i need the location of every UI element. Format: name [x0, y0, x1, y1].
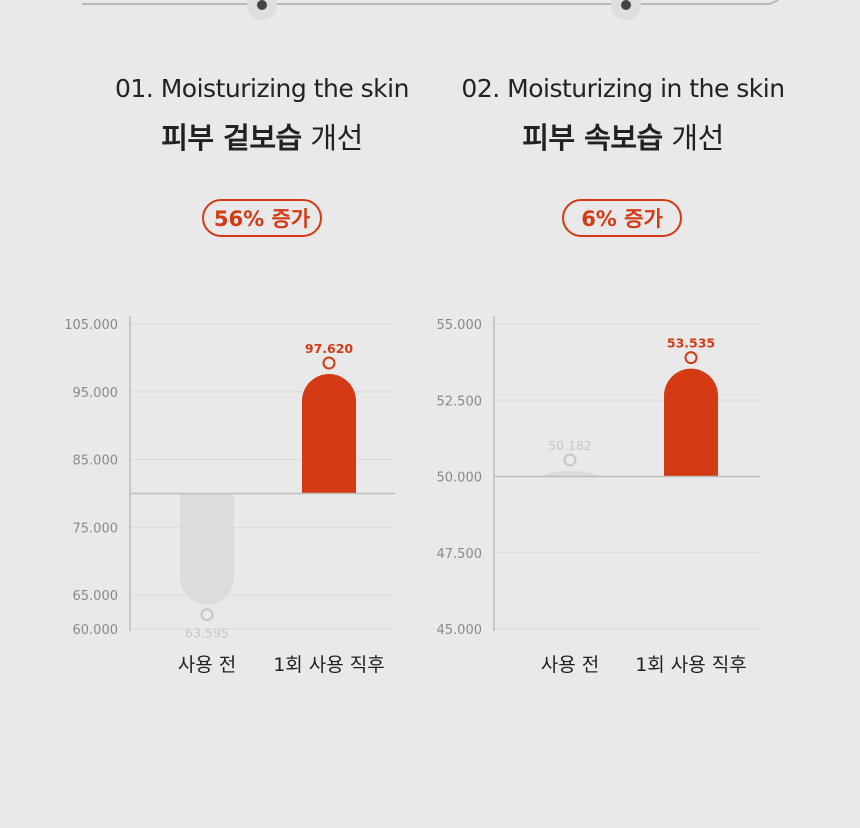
y-tick-label: 95.000: [73, 386, 119, 401]
y-tick-label: 75.000: [73, 521, 119, 536]
timeline-node: [621, 0, 631, 10]
y-tick-label: 60.000: [73, 623, 119, 638]
y-tick-label: 52.500: [437, 394, 483, 409]
bar: [543, 470, 597, 477]
y-tick-label: 55.000: [437, 318, 483, 333]
y-tick-label: 65.000: [73, 589, 119, 604]
data-label: 97.620: [305, 341, 354, 356]
x-category-label: 사용 전: [541, 654, 599, 676]
data-point-marker: [563, 453, 577, 467]
data-point-marker: [684, 351, 698, 365]
data-label: 53.535: [667, 336, 715, 351]
y-tick-label: 50.000: [437, 471, 483, 486]
x-category-label: 1회 사용 직후: [273, 654, 385, 676]
data-point-marker: [322, 356, 336, 370]
bar: [302, 374, 356, 494]
panel-1-title-en: 01. Moisturizing the skin: [115, 74, 409, 103]
panel-2-title-ko-bold: 피부 속보습: [522, 121, 663, 155]
data-label: 50.182: [548, 438, 592, 453]
panel-1-title-ko: 피부 겉보습 개선: [62, 115, 462, 157]
bar: [664, 368, 718, 477]
panel-1-title-ko-regular: 개선: [310, 121, 363, 155]
panel-2-title-en: 02. Moisturizing in the skin: [461, 74, 785, 103]
panel-1-title-ko-bold: 피부 겉보습: [161, 121, 302, 155]
y-tick-label: 47.500: [437, 547, 483, 562]
timeline-line: [82, 0, 779, 5]
timeline-node: [257, 0, 267, 10]
y-tick-label: 45.000: [437, 623, 483, 638]
panel-1-increase-badge: 56% 증가: [202, 199, 322, 237]
y-tick-label: 105.000: [64, 318, 118, 333]
x-category-label: 사용 전: [178, 654, 236, 676]
bar: [180, 493, 234, 605]
panel-2-title-ko-regular: 개선: [671, 121, 724, 155]
panel-2-title-ko: 피부 속보습 개선: [423, 115, 823, 157]
timeline-decoration: [82, 0, 779, 20]
x-category-label: 1회 사용 직후: [635, 654, 747, 676]
data-label: 63.595: [185, 626, 229, 641]
data-point-marker: [200, 608, 214, 622]
panel-2-increase-badge: 6% 증가: [562, 199, 682, 237]
y-tick-label: 85.000: [73, 454, 119, 469]
